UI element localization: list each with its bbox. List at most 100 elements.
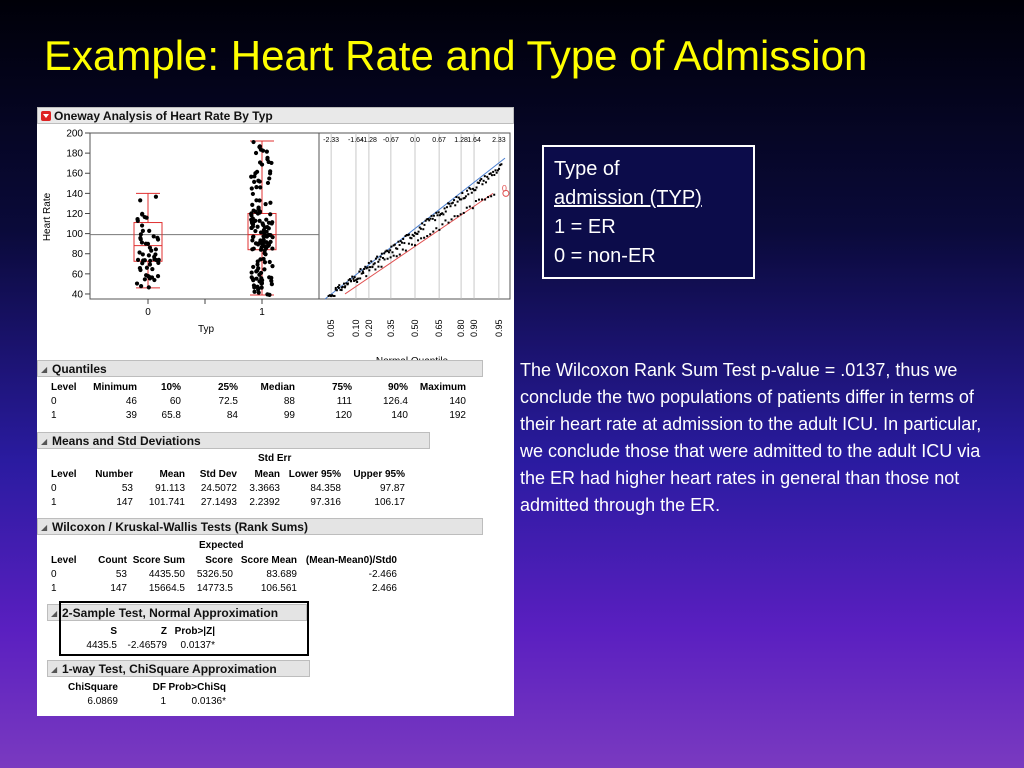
data-point [249, 225, 254, 230]
data-point [270, 246, 275, 251]
red-triangle-menu-icon[interactable] [41, 111, 51, 121]
quantiles-header[interactable]: ◢ Quantiles [37, 360, 483, 377]
table-cell: 24.5072 [200, 483, 237, 494]
quantile-point [469, 188, 472, 191]
table-cell: 60 [169, 396, 181, 407]
quantile-point [427, 218, 430, 221]
column-header: DF [152, 682, 166, 693]
data-point [266, 241, 271, 247]
quantile-bottom-tick-label: 0.95 [494, 319, 504, 337]
quantile-point [499, 164, 502, 167]
data-point [138, 284, 144, 289]
table-cell: 0 [51, 569, 57, 580]
quantile-point [458, 198, 461, 201]
quantile-point [456, 200, 459, 203]
quantile-point [471, 187, 474, 190]
quantile-point [429, 233, 432, 236]
data-point [147, 228, 152, 233]
quantile-point [376, 255, 379, 258]
data-point [147, 276, 152, 281]
quantile-point [392, 254, 395, 257]
table-cell: 5326.50 [196, 569, 233, 580]
data-point [137, 250, 142, 255]
table-header-row: Level Count Score Sum Score Score Mean (Mean-… [51, 554, 397, 568]
quantile-point [417, 230, 420, 233]
quantile-point [488, 172, 491, 175]
quantile-top-tick-label: -1.28 [361, 137, 377, 144]
chisq-header[interactable]: ◢ 1-way Test, ChiSquare Approximation [47, 660, 310, 677]
data-point [258, 247, 264, 252]
table-cell: 1 [51, 410, 57, 421]
data-point [268, 200, 273, 205]
table-cell: 0 [51, 396, 57, 407]
table-cell: 0.0136* [191, 696, 226, 707]
data-point [151, 234, 156, 239]
table-cell: 106.17 [374, 497, 405, 508]
disclosure-triangle-icon[interactable]: ◢ [51, 665, 58, 674]
column-header: Lower 95% [288, 469, 341, 480]
column-header: Prob>|Z| [174, 626, 215, 637]
disclosure-triangle-icon[interactable]: ◢ [51, 609, 58, 618]
quantile-point [383, 252, 386, 255]
quantile-point [485, 181, 488, 184]
quantile-point [395, 247, 398, 250]
data-point [139, 240, 145, 245]
means-header[interactable]: ◢ Means and Std Deviations [37, 432, 430, 449]
quantile-point [348, 278, 351, 281]
data-point [258, 230, 264, 235]
y-tick-label: 200 [66, 129, 83, 140]
legend-line-1: Type of [554, 158, 620, 180]
column-header: 10% [160, 382, 181, 393]
table-row: 4435.5 -2.46579 0.0137* [77, 639, 215, 653]
data-point [252, 179, 257, 184]
table-cell: -2.466 [368, 569, 397, 580]
quantile-point [414, 244, 416, 247]
column-header: Prob>ChiSq [168, 682, 226, 693]
data-point [251, 264, 256, 270]
wilcoxon-header[interactable]: ◢ Wilcoxon / Kruskal-Wallis Tests (Rank … [37, 518, 483, 535]
column-header: Minimum [93, 382, 137, 393]
y-axis-label: Heart Rate [42, 192, 53, 241]
quantile-point [471, 207, 474, 210]
data-point [257, 240, 262, 246]
data-point [155, 235, 160, 240]
quantile-point [337, 286, 340, 289]
oneway-header[interactable]: Oneway Analysis of Heart Rate By Typ [37, 107, 514, 124]
quantile-point [396, 247, 399, 250]
data-point [265, 180, 271, 186]
quantile-point [345, 282, 348, 285]
data-point [264, 149, 269, 154]
quantile-point [374, 257, 377, 260]
disclosure-triangle-icon[interactable]: ◢ [41, 523, 48, 532]
quantile-point [356, 280, 359, 283]
data-point [135, 257, 141, 262]
quantile-point [481, 183, 484, 186]
data-point [257, 144, 262, 149]
two-sample-header[interactable]: ◢ 2-Sample Test, Normal Approximation [47, 604, 307, 621]
quantile-point [424, 219, 427, 222]
data-point [268, 169, 273, 174]
table-cell: 91.113 [155, 483, 185, 494]
quantile-point [386, 250, 389, 253]
column-header: (Mean-Mean0)/Std0 [305, 555, 397, 566]
quantile-point [421, 222, 424, 225]
disclosure-triangle-icon[interactable]: ◢ [41, 437, 48, 446]
disclosure-triangle-icon[interactable]: ◢ [41, 365, 48, 374]
quantile-point [410, 237, 413, 240]
column-header: Z [160, 626, 167, 637]
data-point [147, 262, 153, 267]
quantile-point [444, 210, 447, 213]
quantile-point [425, 218, 428, 221]
data-point [142, 258, 147, 263]
quantile-point [493, 193, 496, 196]
quantile-point [356, 278, 359, 281]
quantile-bottom-tick-label: 0.50 [410, 319, 420, 337]
table-cell: 97.87 [379, 483, 405, 494]
data-point [253, 150, 259, 156]
quantile-point [456, 215, 459, 218]
column-header: Level [51, 555, 77, 566]
data-point [138, 198, 143, 203]
quantile-point [371, 266, 374, 269]
quantile-point [351, 275, 354, 278]
data-point [150, 266, 155, 272]
